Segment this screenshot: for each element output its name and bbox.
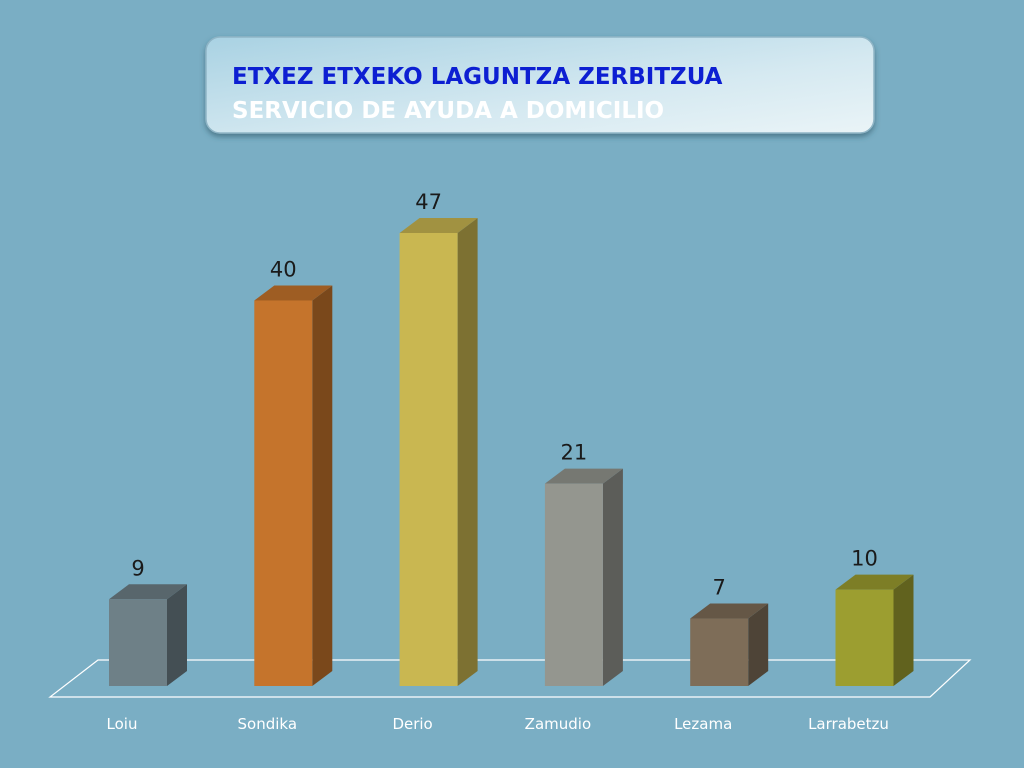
x-tick-label: Larrabetzu (808, 715, 889, 733)
chart-title: ETXEZ ETXEKO LAGUNTZA ZERBITZUA (232, 64, 723, 90)
bar (835, 589, 894, 686)
value-label: 21 (561, 441, 588, 465)
x-tick-label: Derio (392, 715, 432, 733)
bar-side (457, 218, 478, 686)
x-tick-label: Zamudio (525, 715, 591, 733)
floor (48, 659, 972, 698)
x-tick-label: Lezama (674, 715, 732, 733)
bar-side (167, 584, 187, 686)
bar (690, 618, 749, 686)
bar-top (835, 574, 914, 590)
bar-side (312, 285, 333, 686)
x-tick-label: Loiu (107, 715, 138, 733)
x-tick-label: Sondika (238, 715, 298, 733)
value-label: 9 (131, 556, 144, 580)
value-label: 10 (851, 547, 878, 571)
bar-top (544, 468, 623, 484)
title-box (205, 36, 875, 134)
bar-top (690, 603, 769, 619)
bar-side (893, 574, 914, 686)
bar-top (254, 285, 333, 301)
bar-top (399, 218, 478, 233)
bar (109, 599, 167, 686)
value-label: 7 (713, 576, 726, 600)
value-label: 47 (415, 190, 442, 214)
bar-side (748, 603, 769, 686)
bar-side (602, 468, 623, 686)
value-label: 40 (270, 257, 297, 281)
bar (399, 233, 458, 686)
bar-top (109, 584, 187, 600)
chart-subtitle: SERVICIO DE AYUDA A DOMICILIO (232, 98, 664, 124)
bar (254, 300, 313, 686)
bar (544, 483, 603, 686)
